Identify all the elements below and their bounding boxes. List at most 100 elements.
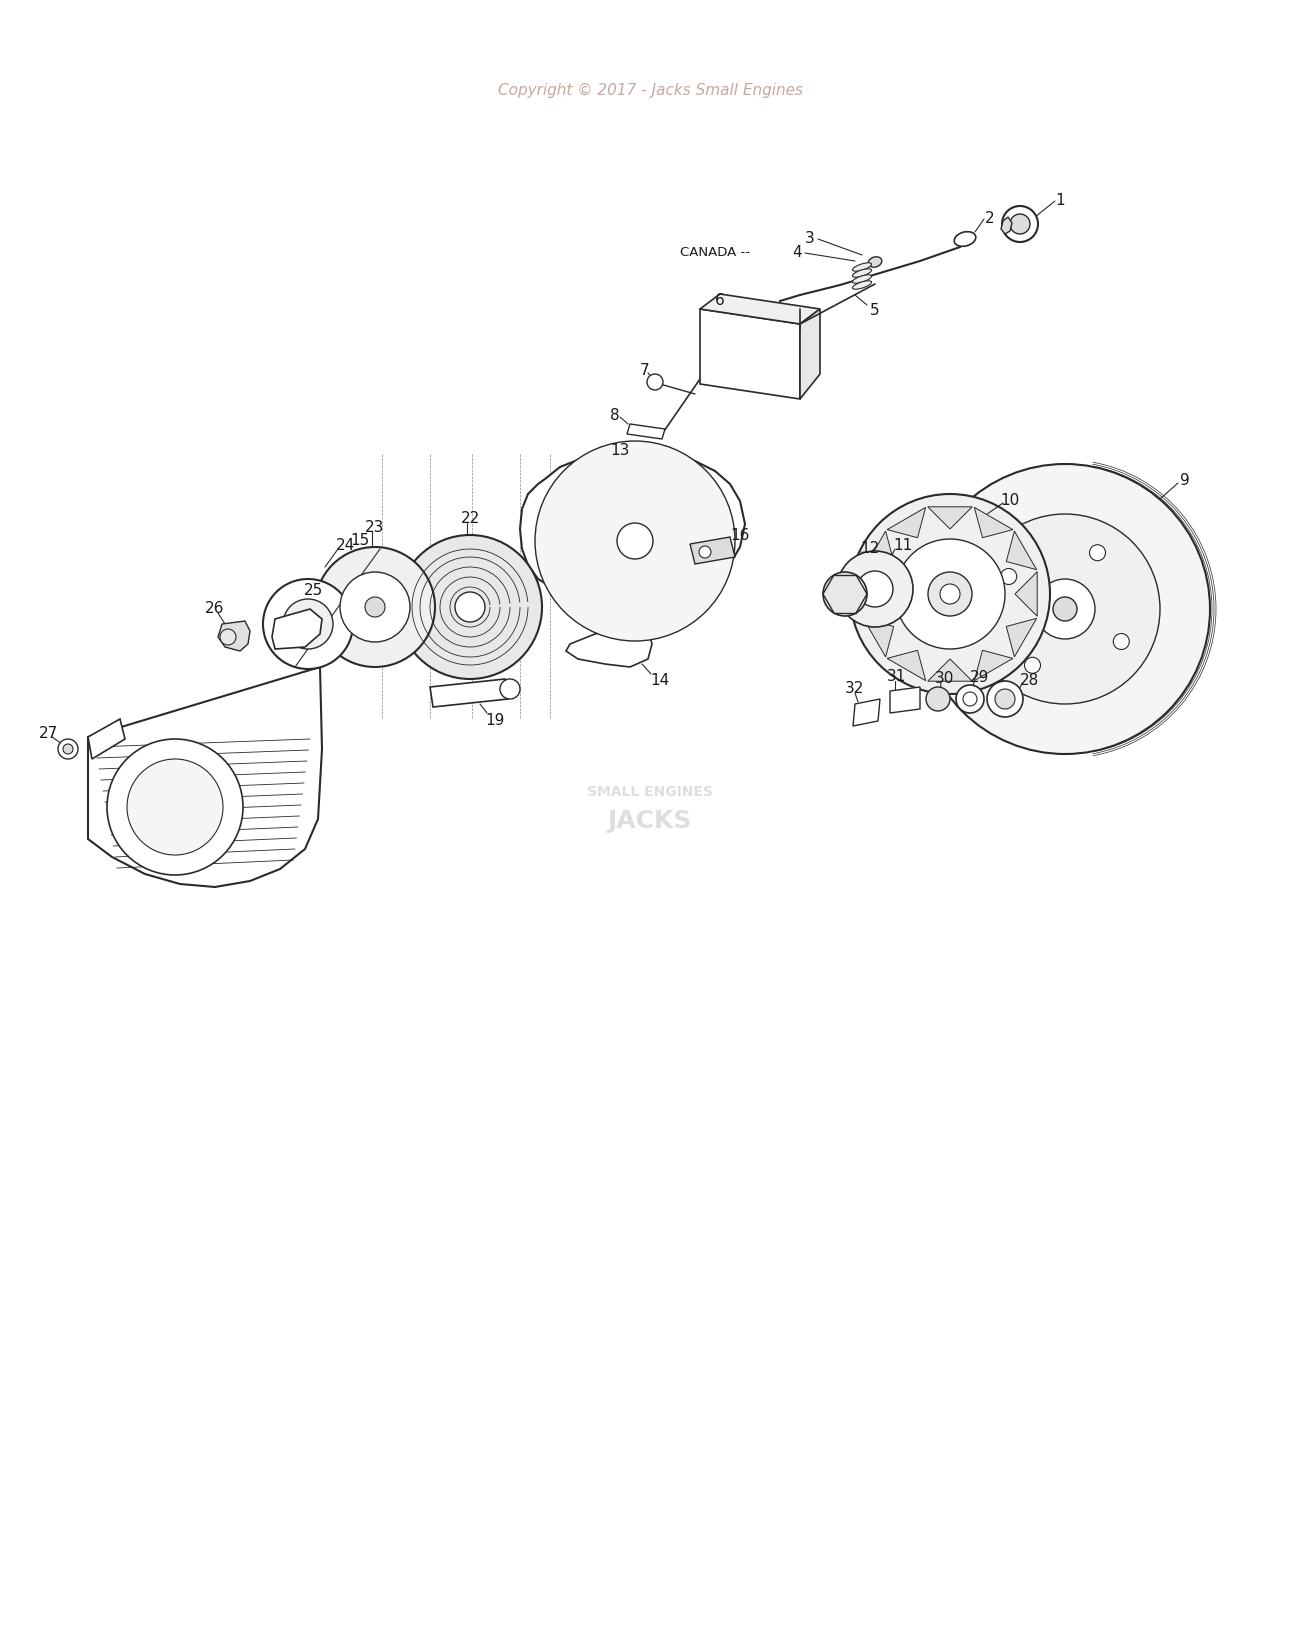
- Circle shape: [365, 598, 385, 618]
- Circle shape: [987, 682, 1023, 717]
- Polygon shape: [88, 720, 125, 760]
- Circle shape: [220, 630, 237, 646]
- Polygon shape: [566, 628, 653, 667]
- Text: JACKS: JACKS: [608, 809, 692, 832]
- Circle shape: [970, 514, 1160, 705]
- Text: 14: 14: [650, 672, 670, 687]
- Ellipse shape: [853, 270, 871, 279]
- Circle shape: [928, 572, 972, 616]
- Text: 29: 29: [970, 669, 989, 684]
- Circle shape: [1002, 208, 1037, 242]
- Circle shape: [926, 687, 950, 712]
- Text: 26: 26: [205, 600, 225, 615]
- Text: 12: 12: [861, 541, 880, 555]
- Circle shape: [455, 593, 485, 623]
- Circle shape: [62, 745, 73, 755]
- Text: SMALL ENGINES: SMALL ENGINES: [588, 784, 712, 798]
- Polygon shape: [1001, 218, 1011, 236]
- Text: Copyright © 2017 - Jacks Small Engines: Copyright © 2017 - Jacks Small Engines: [498, 82, 802, 99]
- Polygon shape: [887, 651, 926, 681]
- Circle shape: [837, 552, 913, 628]
- Ellipse shape: [954, 232, 976, 247]
- Polygon shape: [699, 310, 800, 400]
- Circle shape: [341, 572, 410, 643]
- Polygon shape: [430, 679, 508, 707]
- Circle shape: [315, 547, 436, 667]
- Polygon shape: [891, 687, 920, 714]
- Circle shape: [823, 572, 867, 616]
- Circle shape: [1010, 214, 1030, 236]
- Polygon shape: [863, 620, 893, 658]
- Circle shape: [263, 580, 354, 669]
- Text: 16: 16: [731, 527, 750, 542]
- Polygon shape: [1015, 572, 1037, 616]
- Circle shape: [536, 442, 734, 641]
- Polygon shape: [1006, 620, 1036, 658]
- Text: 4: 4: [792, 244, 802, 259]
- Circle shape: [1053, 598, 1076, 621]
- Circle shape: [58, 740, 78, 760]
- Polygon shape: [853, 699, 880, 727]
- Polygon shape: [520, 455, 745, 600]
- Polygon shape: [88, 667, 322, 888]
- Text: 15: 15: [351, 532, 369, 547]
- Circle shape: [298, 615, 318, 634]
- Text: 30: 30: [935, 671, 954, 686]
- Circle shape: [994, 689, 1015, 710]
- Polygon shape: [627, 425, 666, 440]
- Text: 6: 6: [715, 292, 725, 307]
- Text: 23: 23: [365, 519, 385, 534]
- Circle shape: [857, 572, 893, 608]
- Polygon shape: [928, 508, 972, 529]
- Polygon shape: [1006, 532, 1036, 570]
- Ellipse shape: [853, 264, 871, 272]
- Polygon shape: [699, 295, 820, 325]
- Circle shape: [940, 585, 959, 605]
- Text: 7: 7: [640, 363, 650, 377]
- Circle shape: [1001, 569, 1017, 585]
- Text: 11: 11: [893, 537, 913, 552]
- Polygon shape: [800, 310, 820, 400]
- Text: 9: 9: [1180, 473, 1190, 488]
- Circle shape: [398, 536, 542, 679]
- Circle shape: [894, 539, 1005, 649]
- Circle shape: [1089, 545, 1105, 562]
- Text: 3: 3: [805, 231, 815, 246]
- Circle shape: [1024, 658, 1040, 674]
- Circle shape: [647, 374, 663, 391]
- Text: 19: 19: [485, 712, 504, 727]
- Text: 8: 8: [610, 407, 620, 422]
- Text: 5: 5: [870, 302, 880, 318]
- Text: 31: 31: [888, 667, 906, 682]
- Circle shape: [1113, 634, 1130, 649]
- Circle shape: [127, 760, 224, 855]
- Circle shape: [850, 494, 1050, 694]
- Circle shape: [283, 600, 333, 649]
- Text: 27: 27: [39, 725, 57, 740]
- Text: 22: 22: [460, 511, 480, 526]
- Circle shape: [107, 740, 243, 875]
- Text: 2: 2: [985, 211, 994, 226]
- Circle shape: [956, 686, 984, 714]
- Circle shape: [920, 465, 1210, 755]
- Circle shape: [1035, 580, 1095, 639]
- Circle shape: [618, 524, 653, 560]
- Polygon shape: [928, 659, 972, 682]
- Polygon shape: [887, 508, 926, 539]
- Polygon shape: [974, 508, 1013, 539]
- Text: 13: 13: [610, 442, 629, 456]
- Ellipse shape: [868, 257, 881, 269]
- Text: 10: 10: [1001, 493, 1019, 508]
- Ellipse shape: [853, 282, 871, 290]
- Polygon shape: [863, 572, 885, 616]
- Polygon shape: [863, 532, 893, 570]
- Polygon shape: [272, 610, 322, 649]
- Polygon shape: [690, 537, 734, 565]
- Polygon shape: [974, 651, 1013, 681]
- Ellipse shape: [853, 275, 871, 283]
- Circle shape: [500, 679, 520, 699]
- Text: 24: 24: [335, 537, 355, 552]
- Text: 1: 1: [1056, 193, 1065, 208]
- Text: 28: 28: [1020, 672, 1040, 687]
- Text: 32: 32: [845, 681, 864, 695]
